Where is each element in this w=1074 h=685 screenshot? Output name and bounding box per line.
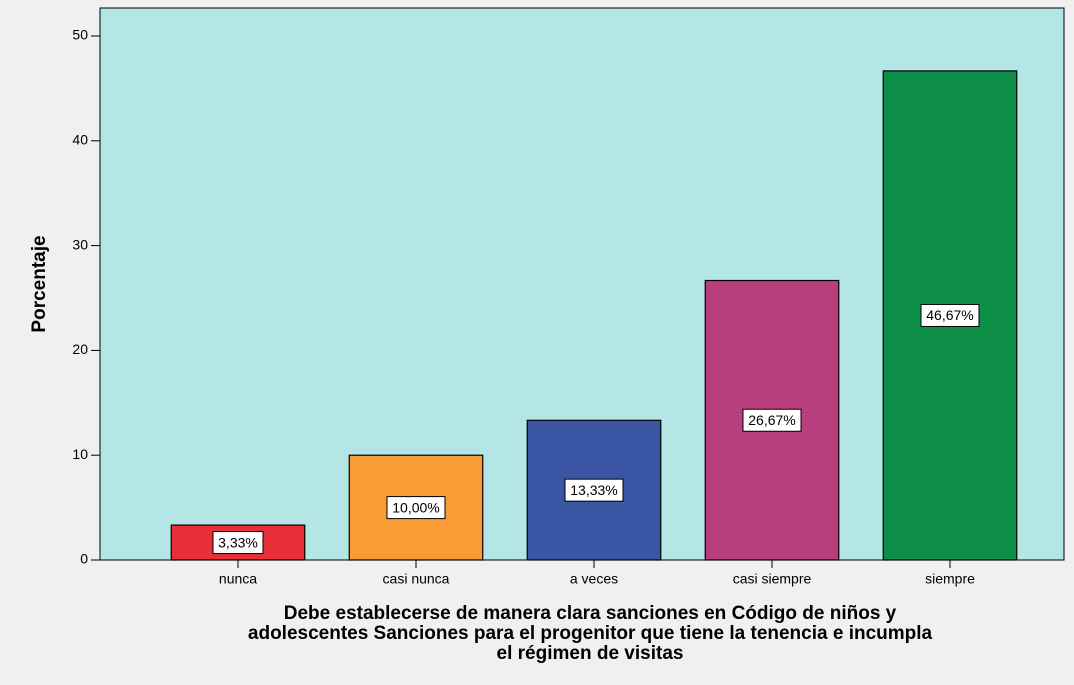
value-label-box — [564, 478, 624, 502]
x-tick-label: a veces — [570, 571, 618, 587]
y-tick-label: 20 — [72, 341, 88, 357]
x-tick-label: casi siempre — [733, 571, 812, 587]
y-axis-title: Porcentaje — [29, 235, 50, 332]
value-label: 3,33% — [218, 534, 258, 550]
x-tick-label: casi nunca — [383, 571, 450, 587]
x-axis-title: adolescentes Sanciones para el progenito… — [248, 623, 933, 644]
x-axis-title: el régimen de visitas — [497, 643, 684, 664]
y-tick-label: 0 — [80, 551, 88, 567]
y-tick-label: 30 — [72, 236, 88, 252]
value-label-box — [920, 303, 980, 327]
value-label: 10,00% — [392, 499, 439, 515]
x-tick-label: siempre — [925, 571, 975, 587]
value-label-box — [742, 408, 802, 432]
x-axis-title: Debe establecerse de manera clara sancio… — [284, 603, 897, 624]
y-tick-label: 50 — [72, 27, 88, 43]
x-tick-label: nunca — [219, 571, 257, 587]
value-label: 13,33% — [570, 482, 617, 498]
value-label-box — [386, 496, 446, 520]
value-label-box — [212, 531, 264, 555]
y-tick-label: 40 — [72, 132, 88, 148]
value-label: 46,67% — [926, 307, 973, 323]
y-tick-label: 10 — [72, 446, 88, 462]
value-label: 26,67% — [748, 412, 795, 428]
